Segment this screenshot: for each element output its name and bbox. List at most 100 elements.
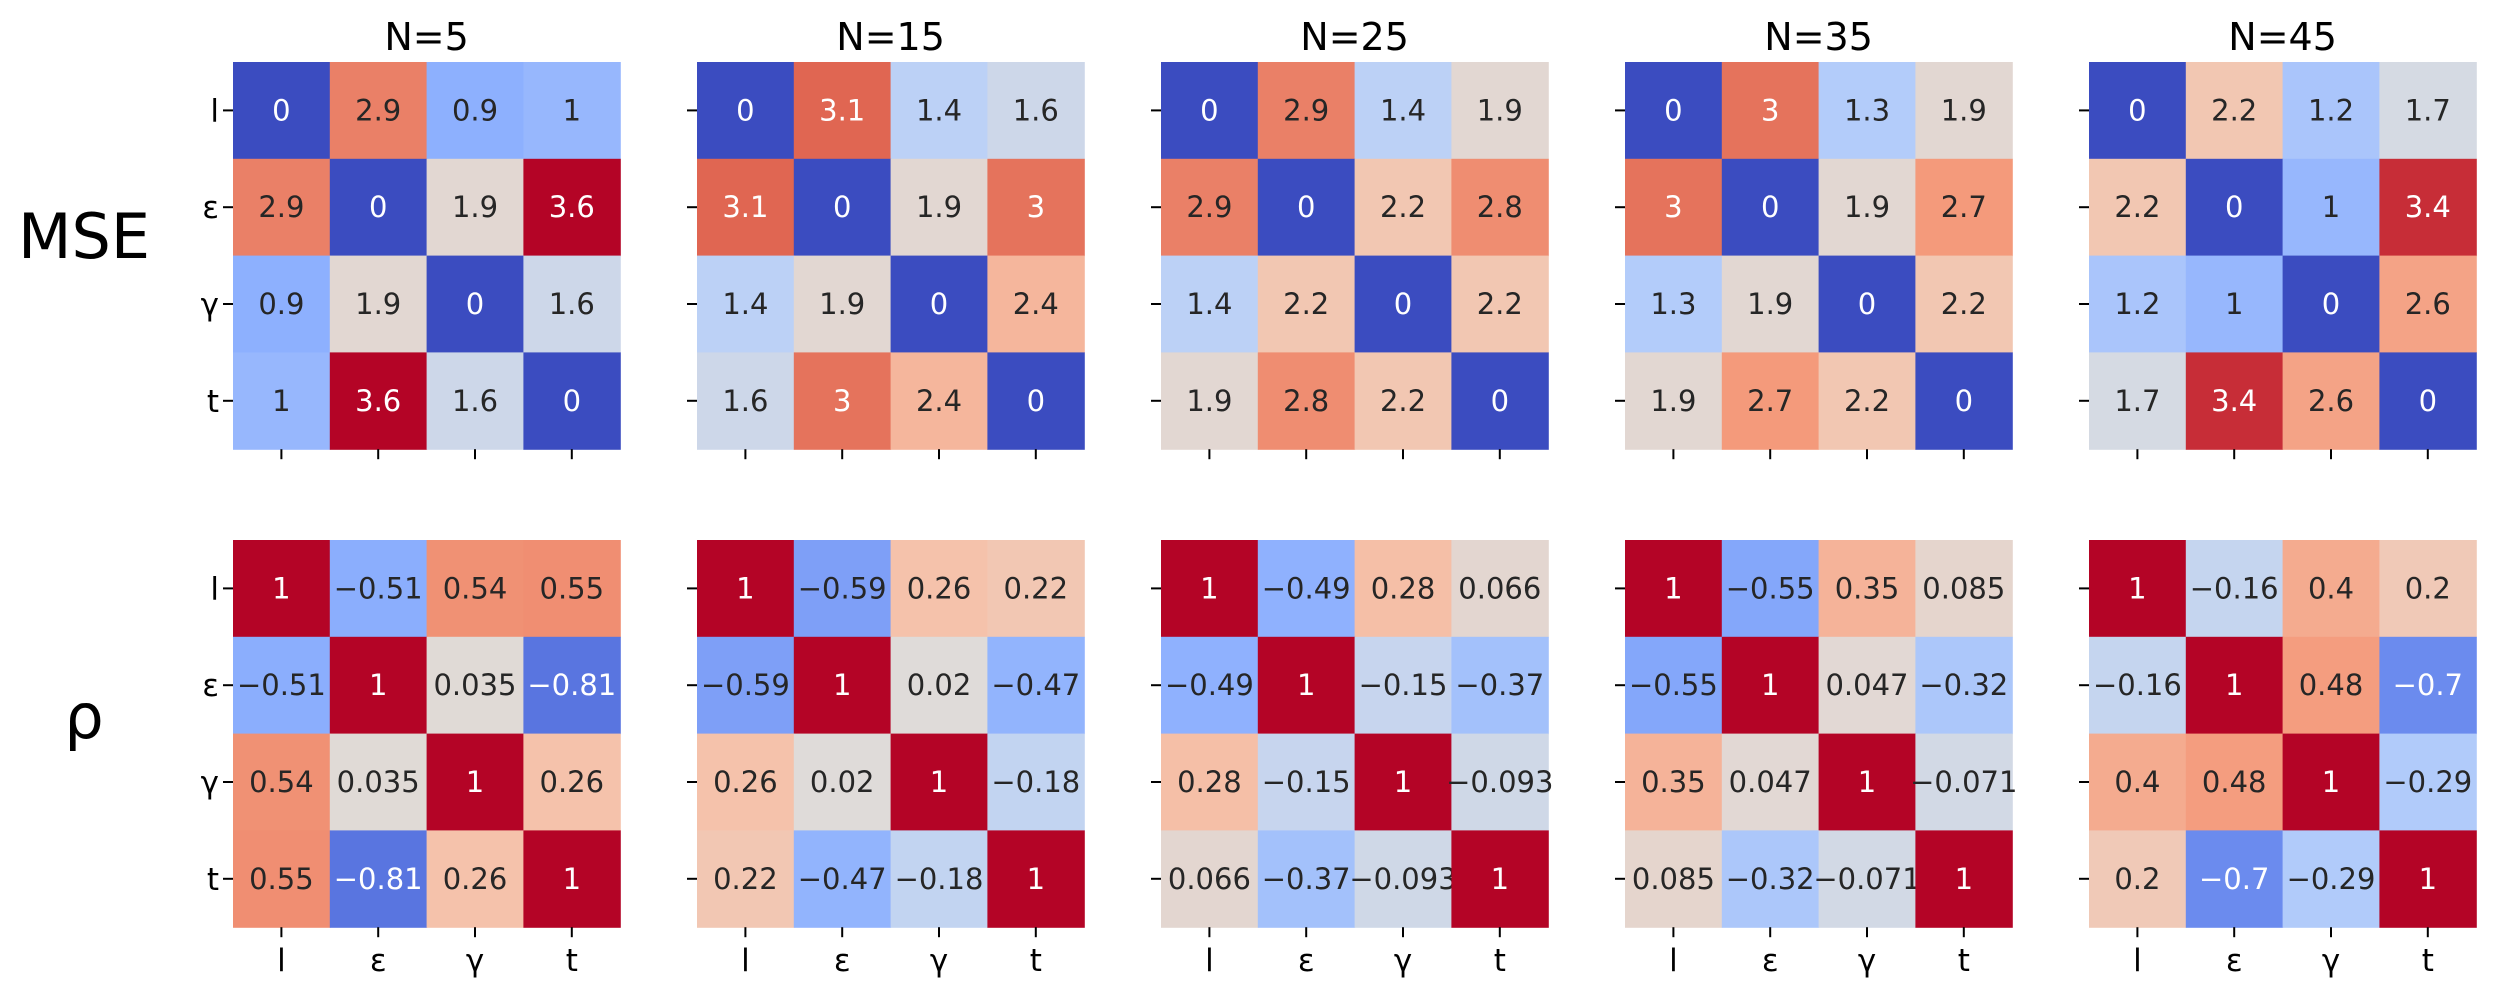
heatmap-cell — [2089, 636, 2187, 735]
cell-value-label: 2.9 — [1283, 93, 1329, 127]
cell-value-label: 0 — [736, 93, 754, 127]
heatmap-cell — [329, 352, 428, 450]
heatmap-cell — [523, 733, 621, 831]
cell-value-label: 0.035 — [337, 765, 420, 799]
x-tick-label: γ — [466, 943, 484, 979]
cell-value-label: 1.7 — [2405, 93, 2451, 127]
heatmap-cell — [523, 830, 621, 928]
y-tick-label: l — [210, 571, 219, 607]
y-tick-label: t — [207, 862, 219, 898]
heatmap-cell — [1451, 62, 1549, 160]
heatmap-cell — [1161, 733, 1259, 831]
heatmap-cell — [1451, 158, 1549, 257]
cell-value-label: 0 — [2419, 384, 2437, 418]
cell-value-label: 1.2 — [2308, 93, 2354, 127]
heatmap-cell — [890, 158, 988, 257]
heatmap-cell — [1161, 352, 1259, 450]
cell-value-label: 0 — [1858, 287, 1876, 321]
heatmap-cell — [890, 636, 988, 735]
heatmap-cell — [1625, 540, 1723, 638]
cell-value-label: 0.2 — [2114, 862, 2160, 896]
heatmap-cell — [1161, 255, 1259, 353]
heatmap-cell — [1818, 540, 1916, 638]
cell-value-label: −0.59 — [798, 571, 887, 605]
cell-value-label: 0.4 — [2308, 571, 2354, 605]
cell-value-label: 2.6 — [2405, 287, 2451, 321]
cell-value-label: −0.071 — [1910, 765, 2017, 799]
heatmap-cell — [426, 352, 524, 450]
cell-value-label: 0 — [833, 190, 851, 224]
cell-value-label: 0 — [1955, 384, 1973, 418]
heatmap-cell — [1161, 158, 1259, 257]
heatmap-cell — [233, 62, 331, 160]
cell-value-label: 0.035 — [433, 668, 516, 702]
heatmap-cell — [793, 636, 892, 735]
cell-value-label: 0 — [563, 384, 581, 418]
heatmap-cell — [426, 62, 524, 160]
cell-value-label: 0.2 — [2405, 571, 2451, 605]
x-tick-label: ε — [370, 943, 387, 979]
heatmap-cell — [2282, 830, 2380, 928]
heatmap-cell — [697, 255, 795, 353]
cell-value-label: 0.22 — [713, 862, 778, 896]
panel-title: N=45 — [2228, 15, 2337, 59]
heatmap-cell — [1721, 830, 1820, 928]
heatmap-cell — [1625, 352, 1723, 450]
heatmap-cell — [426, 540, 524, 638]
cell-value-label: 1 — [2225, 287, 2243, 321]
heatmap-cell — [1451, 255, 1549, 353]
heatmap-cell — [2379, 540, 2477, 638]
cell-value-label: 1 — [2322, 190, 2340, 224]
cell-value-label: 0.02 — [907, 668, 972, 702]
heatmap-cell — [523, 540, 621, 638]
heatmap-cell — [1257, 62, 1356, 160]
cell-value-label: 2.9 — [258, 190, 304, 224]
y-tick-label: γ — [201, 765, 219, 801]
cell-value-label: 1.9 — [1941, 93, 1987, 127]
heatmap-cell — [1818, 158, 1916, 257]
heatmap-cell — [2282, 352, 2380, 450]
heatmap-cell — [2379, 830, 2477, 928]
cell-value-label: 2.7 — [1747, 384, 1793, 418]
heatmap-cell — [987, 255, 1085, 353]
heatmap-cell — [890, 540, 988, 638]
cell-value-label: 0.02 — [810, 765, 875, 799]
heatmap-cell — [1915, 636, 2013, 735]
cell-value-label: 1.3 — [1844, 93, 1890, 127]
cell-value-label: 1.9 — [1844, 190, 1890, 224]
heatmap-cell — [233, 830, 331, 928]
cell-value-label: 0 — [2225, 190, 2243, 224]
cell-value-label: 1 — [563, 862, 581, 896]
heatmap-cell — [1354, 255, 1452, 353]
heatmap-cell — [523, 255, 621, 353]
x-tick-label: t — [1958, 943, 1970, 979]
y-tick-label: l — [210, 93, 219, 129]
heatmap-cell — [233, 636, 331, 735]
cell-value-label: 1 — [466, 765, 484, 799]
cell-value-label: 0.26 — [443, 862, 508, 896]
cell-value-label: 1.6 — [452, 384, 498, 418]
cell-value-label: 0.047 — [1825, 668, 1908, 702]
heatmap-cell — [233, 540, 331, 638]
cell-value-label: 0.047 — [1729, 765, 1812, 799]
cell-value-label: 1.4 — [1380, 93, 1426, 127]
cell-value-label: 0 — [1761, 190, 1779, 224]
panel-title: N=5 — [384, 15, 468, 59]
heatmap-cell — [793, 733, 892, 831]
cell-value-label: 0 — [1027, 384, 1045, 418]
cell-value-label: 1 — [1955, 862, 1973, 896]
cell-value-label: 0 — [1491, 384, 1509, 418]
cell-value-label: 0.48 — [2202, 765, 2267, 799]
cell-value-label: 0 — [369, 190, 387, 224]
heatmap-cell — [2185, 255, 2284, 353]
heatmap-cell — [2379, 733, 2477, 831]
heatmap-cell — [1818, 352, 1916, 450]
heatmap-cell — [329, 255, 428, 353]
cell-value-label: 1 — [1491, 862, 1509, 896]
cell-value-label: −0.18 — [895, 862, 984, 896]
heatmap-panel: 1 −0.16 0.4 0.2 −0.16 1 0.48 −0.7 0.4 0.48 1 −0.29 0… — [2079, 540, 2477, 979]
cell-value-label: 2.8 — [1283, 384, 1329, 418]
panel-title: N=25 — [1300, 15, 1409, 59]
cell-value-label: 1.7 — [2114, 384, 2160, 418]
heatmap-cell — [233, 352, 331, 450]
